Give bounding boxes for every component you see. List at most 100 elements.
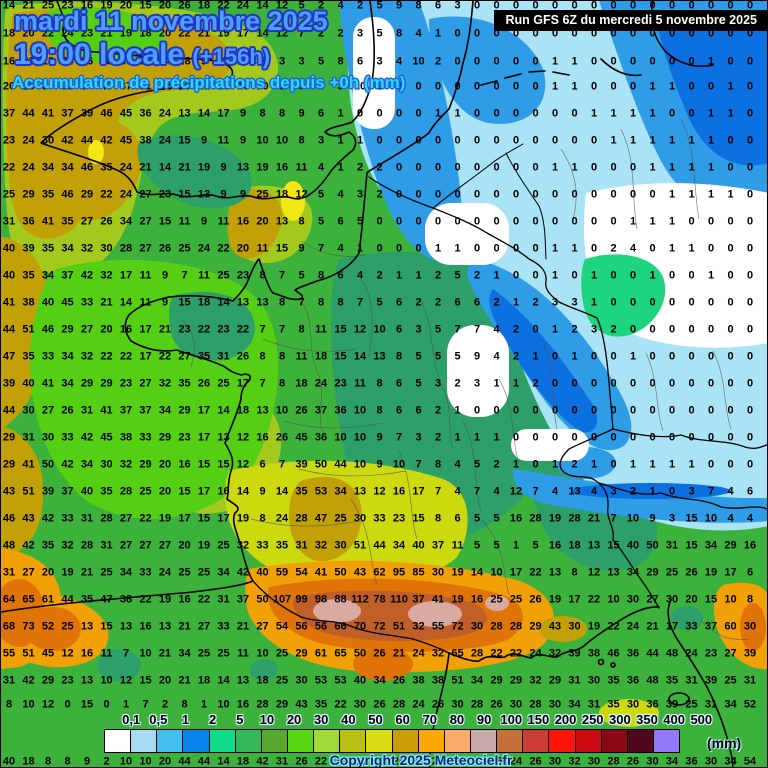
- precip-zone-mustard-mid: [50, 115, 142, 221]
- grid-value: 15: [217, 458, 230, 471]
- grid-value: 19: [100, 0, 113, 12]
- grid-value: 26: [431, 755, 445, 768]
- grid-value: 14: [236, 485, 250, 498]
- grid-value: 99: [295, 593, 308, 606]
- grid-value: 11: [139, 296, 152, 309]
- grid-value: 0: [532, 107, 539, 120]
- grid-value: 15: [158, 215, 172, 228]
- grid-value: 30: [353, 755, 367, 768]
- grid-value: 29: [275, 698, 289, 711]
- grid-value: 15: [178, 188, 191, 201]
- grid-value: 15: [178, 134, 191, 147]
- grid-value: 24: [509, 755, 523, 768]
- grid-value: 0: [629, 161, 637, 174]
- grid-value: 0: [707, 0, 715, 12]
- grid-value: 1: [512, 458, 520, 471]
- grid-value: 46: [100, 80, 113, 93]
- grid-value: 40: [2, 242, 16, 255]
- grid-value: 38: [22, 296, 35, 309]
- grid-value: 28: [529, 698, 542, 711]
- grid-value: 33: [80, 296, 94, 309]
- grid-value: 16: [2, 55, 16, 68]
- grid-value: 0: [707, 215, 715, 228]
- grid-value: 32: [158, 80, 172, 93]
- grid-value: 2: [493, 458, 500, 471]
- grid-value: 24: [412, 698, 425, 711]
- grid-value: 1: [512, 377, 520, 390]
- grid-value: 0: [727, 134, 734, 147]
- grid-value: 1: [122, 698, 130, 711]
- grid-value: 17: [568, 593, 581, 606]
- grid-value: 10: [119, 755, 133, 768]
- grid-value: 13: [373, 350, 386, 363]
- grid-value: 45: [61, 296, 74, 309]
- grid-value: 21: [100, 27, 113, 40]
- grid-value: 32: [119, 458, 133, 471]
- grid-value: 4: [493, 323, 500, 336]
- grid-value: 2: [473, 269, 481, 282]
- grid-value: 31: [2, 566, 16, 579]
- grid-value: 5: [317, 215, 325, 228]
- grid-value: 39: [568, 647, 581, 660]
- grid-value: 0: [727, 431, 734, 444]
- grid-value: 0: [376, 215, 383, 228]
- grid-value: 25: [334, 512, 347, 525]
- grid-value: 0: [493, 215, 500, 228]
- grid-value: 32: [80, 242, 94, 255]
- grid-value: 0: [415, 188, 422, 201]
- grid-value: 0: [551, 431, 559, 444]
- grid-value: 0: [707, 296, 715, 309]
- grid-value: 28: [100, 512, 113, 525]
- grid-value: 0: [668, 485, 676, 498]
- grid-value: 19: [451, 566, 464, 579]
- grid-value: 0: [610, 215, 617, 228]
- grid-value: 1: [551, 55, 559, 68]
- grid-value: 18: [236, 404, 250, 417]
- grid-value: 0: [551, 107, 559, 120]
- grid-value: 32: [431, 647, 445, 660]
- grid-value: 25: [665, 566, 679, 579]
- grid-value: 3: [610, 485, 617, 498]
- grid-value: 22: [529, 566, 542, 579]
- grid-value: 29: [529, 620, 542, 633]
- grid-value: 1: [376, 80, 383, 93]
- grid-value: 30: [509, 698, 523, 711]
- grid-value: 1: [668, 161, 676, 174]
- grid-value: 2: [434, 55, 442, 68]
- grid-value: 25: [178, 566, 191, 579]
- grid-value: 0: [629, 404, 637, 417]
- grid-value: 25: [275, 647, 289, 660]
- precip-zone-yellow-spot2: [88, 140, 104, 164]
- grid-value: 0: [551, 404, 559, 417]
- grid-value: 23: [41, 55, 55, 68]
- grid-value: 0: [610, 55, 617, 68]
- grid-value: 23: [392, 512, 406, 525]
- grid-value: 0: [746, 269, 754, 282]
- grid-value: 48: [2, 539, 16, 552]
- grid-value: 0: [512, 0, 520, 12]
- grid-value: 15: [197, 458, 211, 471]
- grid-value: 42: [61, 134, 74, 147]
- grid-value: 8: [278, 377, 286, 390]
- grid-value: 0: [668, 269, 676, 282]
- grid-value: 14: [217, 296, 230, 309]
- grid-value: 0: [590, 215, 598, 228]
- grid-value: 3: [454, 0, 461, 12]
- grid-value: 1: [454, 242, 461, 255]
- grid-value: 1: [551, 242, 559, 255]
- grid-value: 0: [454, 55, 461, 68]
- grid-value: 22: [178, 27, 191, 40]
- grid-value: 17: [412, 485, 425, 498]
- grid-value: 78: [373, 593, 386, 606]
- grid-value: 0: [532, 242, 539, 255]
- grid-value: 0: [649, 0, 656, 12]
- grid-value: 34: [119, 566, 133, 579]
- grid-value: 53: [334, 674, 347, 687]
- grid-value: 2: [454, 377, 461, 390]
- grid-value: 27: [158, 539, 172, 552]
- grid-value: 6: [395, 296, 403, 309]
- grid-value: 1: [668, 215, 676, 228]
- grid-value: 11: [237, 55, 249, 68]
- grid-value: 53: [314, 674, 328, 687]
